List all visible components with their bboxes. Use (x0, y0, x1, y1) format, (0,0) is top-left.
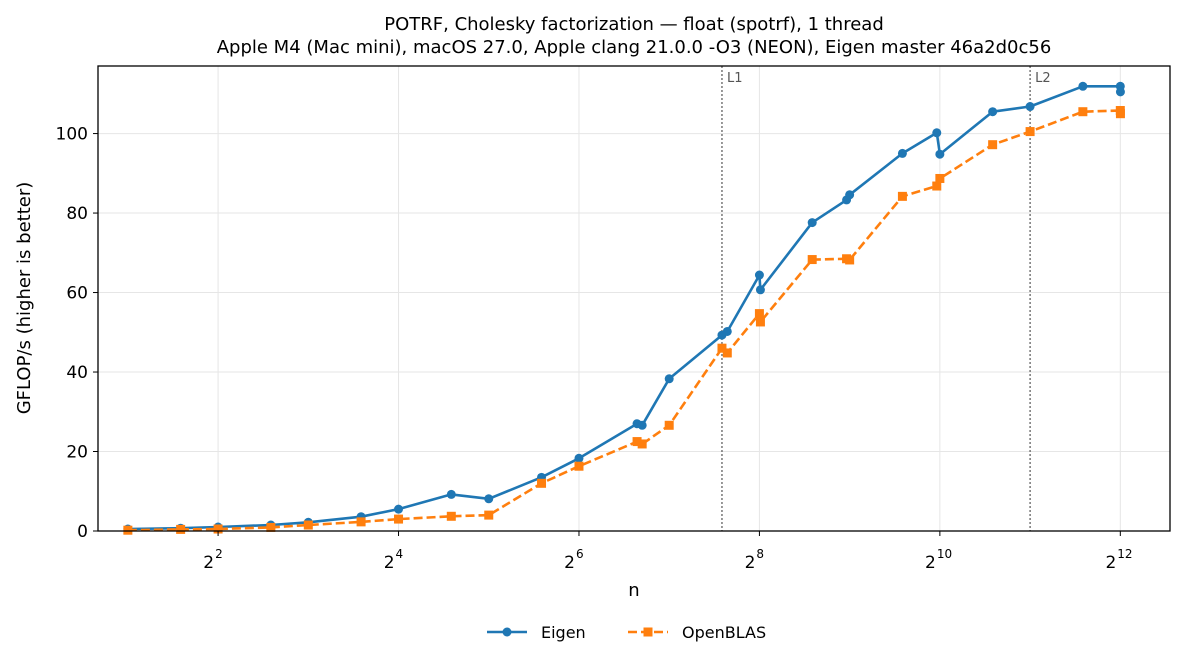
data-point (446, 511, 456, 521)
data-point (755, 285, 765, 295)
data-point (1115, 109, 1125, 119)
x-axis-label: n (628, 580, 639, 601)
data-point (717, 343, 727, 353)
x-tick-exponent: 12 (1117, 547, 1132, 561)
data-point (935, 149, 945, 159)
x-tick-label: 2 (203, 553, 214, 573)
data-point (897, 148, 907, 158)
data-point (755, 317, 765, 327)
y-tick-label: 60 (66, 284, 88, 304)
x-tick-label: 2 (564, 553, 575, 573)
data-point (807, 218, 817, 228)
x-tick-label: 2 (745, 553, 756, 573)
data-point (722, 326, 732, 336)
y-tick-label: 0 (77, 522, 88, 542)
y-tick-label: 40 (66, 363, 88, 383)
data-point (932, 181, 942, 191)
x-tick-exponent: 6 (576, 547, 584, 561)
data-point (1025, 102, 1035, 112)
data-point (637, 439, 647, 449)
legend-label: OpenBLAS (682, 623, 766, 642)
data-point (484, 494, 494, 504)
data-point (176, 524, 186, 534)
data-point (213, 524, 223, 534)
data-point (1078, 107, 1088, 117)
chart-title: POTRF, Cholesky factorization — float (s… (384, 14, 884, 35)
data-point (1025, 127, 1035, 137)
chart-subtitle: Apple M4 (Mac mini), macOS 27.0, Apple c… (217, 37, 1052, 58)
x-tick-label: 2 (925, 553, 936, 573)
legend-item: Eigen (487, 623, 586, 642)
cache-line-label: L1 (727, 71, 743, 86)
data-point (484, 510, 494, 520)
x-tick-exponent: 4 (396, 547, 404, 561)
data-point (123, 525, 133, 535)
legend-swatch-marker (643, 627, 653, 637)
data-point (845, 255, 855, 265)
plot-frame (97, 65, 1171, 532)
data-point (754, 270, 764, 280)
data-point (632, 437, 642, 447)
data-point (266, 522, 276, 532)
x-tick-label: 2 (384, 553, 395, 573)
data-point (988, 140, 998, 150)
data-point (845, 190, 855, 200)
data-point (932, 128, 942, 138)
x-tick-label: 2 (1105, 553, 1116, 573)
data-point (988, 107, 998, 117)
data-point (754, 309, 764, 319)
data-point (537, 478, 547, 488)
data-point (637, 420, 647, 430)
legend-swatch-marker (502, 627, 512, 637)
cache-level-lines: L1 L2 (721, 66, 1051, 531)
data-point (664, 420, 674, 430)
data-point (1115, 87, 1125, 97)
data-point (394, 504, 404, 514)
data-point (664, 374, 674, 384)
data-point (897, 191, 907, 201)
data-point (394, 514, 404, 524)
legend-label: Eigen (541, 623, 586, 642)
y-axis-label: GFLOP/s (higher is better) (14, 182, 35, 415)
x-tick-exponent: 10 (937, 547, 952, 561)
legend: Eigen OpenBLAS (487, 623, 766, 642)
y-tick-label: 80 (66, 204, 88, 224)
x-tick-exponent: 2 (215, 547, 223, 561)
series-line (127, 109, 1122, 532)
data-point (356, 517, 366, 527)
data-point (574, 453, 584, 463)
legend-item: OpenBLAS (628, 623, 766, 642)
x-tick-exponent: 8 (756, 547, 764, 561)
data-point (303, 520, 313, 530)
data-point (1078, 81, 1088, 91)
cache-line-label: L2 (1035, 71, 1051, 86)
y-tick-label: 100 (56, 125, 88, 145)
data-point (722, 348, 732, 358)
data-point (574, 461, 584, 471)
data-point (807, 255, 817, 265)
series-openblas (123, 106, 1125, 535)
data-point (935, 173, 945, 183)
y-tick-label: 20 (66, 443, 88, 463)
series-layer (123, 81, 1125, 535)
data-point (446, 489, 456, 499)
